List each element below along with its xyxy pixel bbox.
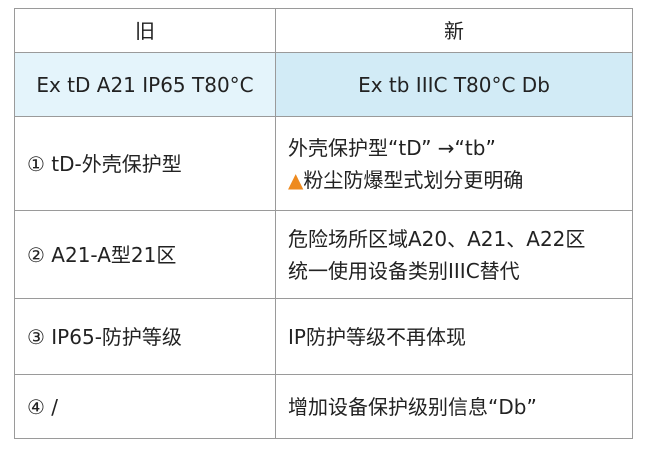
row-new-line: 危险场所区域A20、A21、A22区 [288,226,586,251]
table-row: ③ IP65-防护等级 IP防护等级不再体现 [14,298,633,375]
comparison-table: 旧 新 Ex tD A21 IP65 T80°C Ex tb IIIC T80°… [14,8,633,439]
header-old: 旧 [14,8,276,53]
row-new: 增加设备保护级别信息“Db” [275,374,633,439]
warning-triangle-icon: ▲ [288,167,304,192]
row-old: ① tD-外壳保护型 [14,116,276,211]
row-new: 危险场所区域A20、A21、A22区 统一使用设备类别IIIC替代 [275,210,633,299]
marking-old: Ex tD A21 IP65 T80°C [14,52,276,117]
row-new: 外壳保护型“tD” →“tb” ▲粉尘防爆型式划分更明确 [275,116,633,211]
header-row: 旧 新 [14,8,633,53]
row-new: IP防护等级不再体现 [275,298,633,375]
row-old: ③ IP65-防护等级 [14,298,276,375]
row-old: ② A21-A型21区 [14,210,276,299]
table-row: ① tD-外壳保护型 外壳保护型“tD” →“tb” ▲粉尘防爆型式划分更明确 [14,116,633,211]
row-new-line: 统一使用设备类别IIIC替代 [288,258,520,283]
header-new: 新 [275,8,633,53]
row-new-line: 外壳保护型“tD” →“tb” [288,135,496,160]
table-row: ④ / 增加设备保护级别信息“Db” [14,374,633,439]
marking-row: Ex tD A21 IP65 T80°C Ex tb IIIC T80°C Db [14,52,633,117]
row-new-line-2: ▲粉尘防爆型式划分更明确 [288,164,620,196]
row-old: ④ / [14,374,276,439]
marking-new: Ex tb IIIC T80°C Db [275,52,633,117]
row-new-line: 粉尘防爆型式划分更明确 [303,167,524,192]
table-row: ② A21-A型21区 危险场所区域A20、A21、A22区 统一使用设备类别II… [14,210,633,299]
